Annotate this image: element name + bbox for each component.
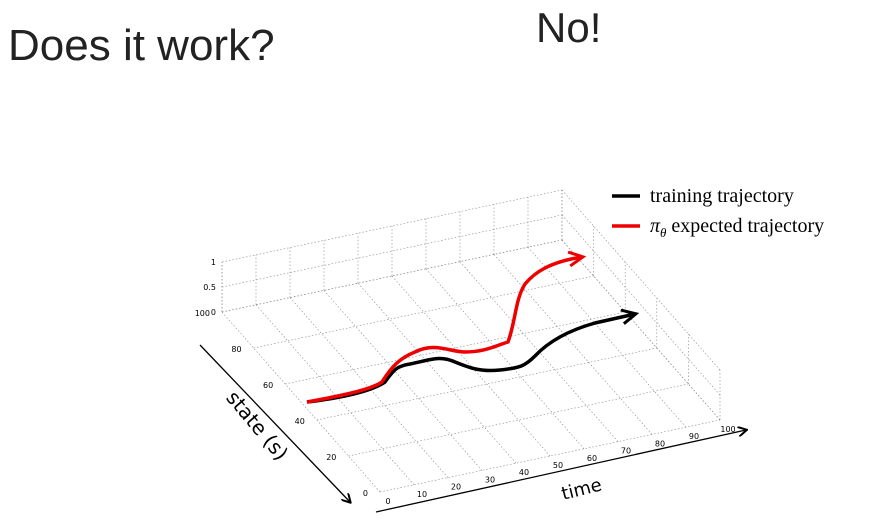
time-tick-label: 50 [553, 461, 563, 470]
grid-line [348, 383, 689, 457]
grid-line [561, 189, 721, 371]
time-tick-label: 70 [621, 447, 631, 456]
state-axis-arrow [199, 344, 350, 502]
state-tick-label: 60 [263, 381, 273, 390]
grid-line [561, 214, 721, 396]
time-tick-label: 60 [587, 454, 597, 463]
time-tick-label: 90 [689, 432, 699, 441]
time-axis-arrow [375, 430, 746, 513]
state-tick-label: 20 [326, 453, 336, 462]
state-tick-label: 40 [295, 417, 305, 426]
z-tick-label: 0 [211, 308, 216, 317]
legend-symbol: π [650, 215, 661, 237]
slide-title: Does it work? [8, 21, 275, 70]
time-tick-label: 80 [655, 439, 665, 448]
legend-label: πθ expected trajectory [650, 215, 824, 240]
time-axis-label: time [559, 475, 604, 505]
state-axis-label: state (s) [221, 386, 293, 465]
state-tick-label: 100 [195, 309, 210, 318]
state-tick-label: 0 [363, 489, 368, 498]
time-tick-label: 30 [485, 475, 495, 484]
time-tick-label: 40 [519, 468, 529, 477]
grid-line [493, 254, 653, 435]
grid-line [255, 304, 415, 485]
time-tick-label: 0 [385, 497, 390, 506]
grid-line [561, 239, 721, 421]
legend-label: training trajectory [650, 185, 794, 207]
state-tick-label: 80 [231, 345, 241, 354]
time-tick-label: 10 [417, 490, 427, 499]
grid-line [357, 283, 517, 464]
time-tick-label: 20 [451, 483, 461, 492]
expected-trajectory [306, 257, 582, 404]
grid-line [323, 290, 483, 471]
z-tick-label: 0.5 [203, 283, 216, 292]
training-trajectory [306, 314, 635, 404]
grid-line [221, 311, 381, 493]
grid-line [527, 247, 687, 428]
z-tick-label: 1 [211, 258, 216, 267]
grid-line [253, 275, 594, 349]
time-tick-label: 100 [720, 425, 735, 434]
grid-line [425, 268, 585, 449]
legend-subscript: θ [660, 225, 667, 240]
answer: No! [536, 4, 601, 51]
legend-label-text: expected trajectory [671, 215, 824, 237]
